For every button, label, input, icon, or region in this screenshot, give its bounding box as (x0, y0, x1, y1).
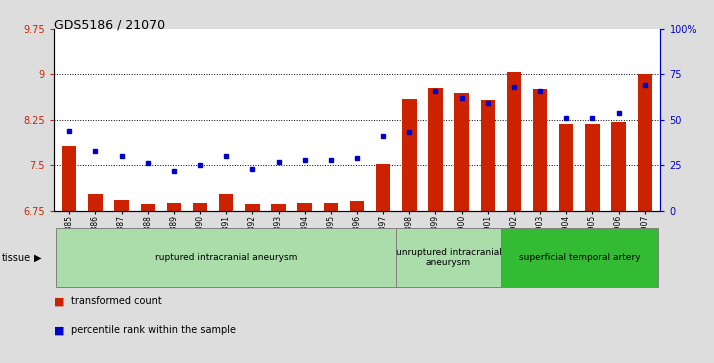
Bar (141, 204, 155, 211)
Bar (396, 228, 501, 287)
Text: ▶: ▶ (34, 253, 42, 263)
Text: ruptured intracranial aneurysm: ruptured intracranial aneurysm (155, 253, 298, 262)
Bar (376, 164, 391, 211)
Bar (501, 228, 658, 287)
Bar (245, 204, 260, 211)
Text: superficial temporal artery: superficial temporal artery (518, 253, 640, 262)
Text: percentile rank within the sample: percentile rank within the sample (71, 325, 236, 335)
Bar (638, 74, 652, 211)
Bar (507, 72, 521, 211)
Text: ■: ■ (54, 325, 64, 335)
Bar (271, 204, 286, 211)
Text: tissue: tissue (1, 253, 31, 263)
Text: transformed count: transformed count (71, 296, 162, 306)
Bar (481, 100, 495, 211)
Bar (166, 203, 181, 211)
Bar (454, 93, 469, 211)
Bar (89, 194, 103, 211)
Bar (114, 200, 129, 211)
Bar (219, 194, 233, 211)
Bar (402, 99, 416, 211)
Bar (193, 203, 207, 211)
Bar (350, 201, 364, 211)
Text: GDS5186 / 21070: GDS5186 / 21070 (54, 18, 165, 31)
Bar (585, 124, 600, 211)
Bar (323, 203, 338, 211)
Bar (298, 203, 312, 211)
Text: ■: ■ (54, 296, 64, 306)
Bar (533, 89, 548, 211)
Bar (428, 88, 443, 211)
Bar (611, 122, 625, 211)
Bar (56, 228, 396, 287)
Text: unruptured intracranial
aneurysm: unruptured intracranial aneurysm (396, 248, 501, 268)
Bar (62, 146, 76, 211)
Bar (559, 124, 573, 211)
